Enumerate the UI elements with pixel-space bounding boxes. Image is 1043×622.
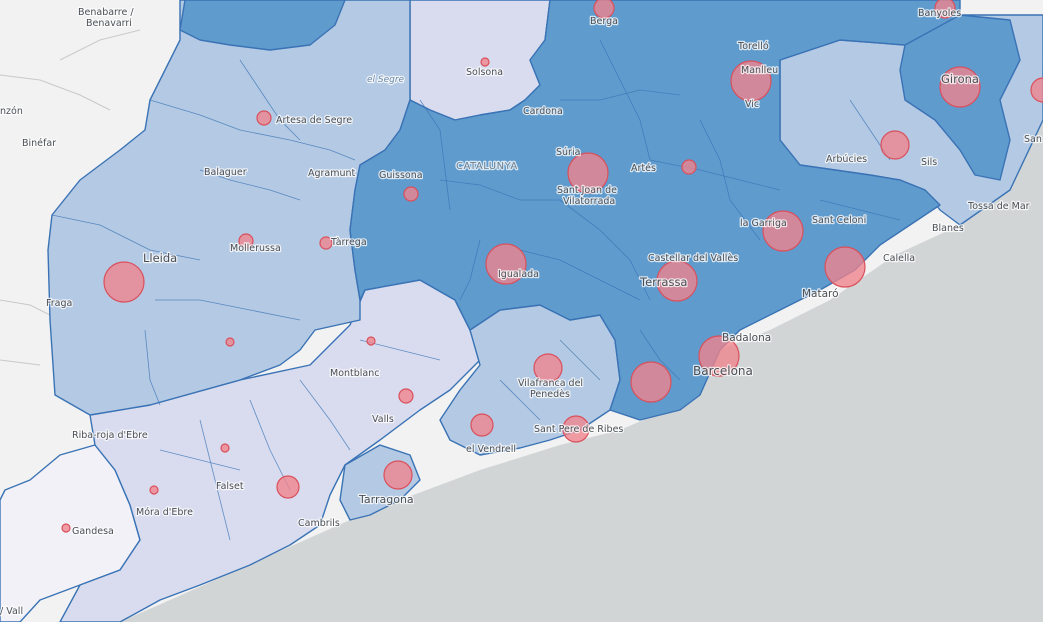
marker-manlleu-vic[interactable]: [730, 60, 772, 102]
marker-solsona[interactable]: [480, 57, 490, 67]
marker-lagarriga[interactable]: [762, 210, 804, 252]
place-label: Súria: [556, 147, 580, 158]
marker-terrassa[interactable]: [656, 260, 698, 302]
marker-banyoles[interactable]: [934, 0, 956, 19]
place-label: Arbúcies: [826, 154, 867, 165]
place-label: Artesa de Segre: [276, 115, 352, 126]
place-label: Terrassa: [639, 275, 687, 289]
place-label: la Garriga: [740, 218, 787, 229]
inner-boundaries: [51, 39, 901, 541]
place-label: Cardona: [523, 106, 563, 117]
marker-sant-joan[interactable]: [567, 152, 609, 194]
label-layer: CATALUNYA el Segre Benabarre / Benavarri…: [0, 6, 1043, 619]
marker-falset-north[interactable]: [220, 443, 230, 453]
place-label: Sils: [921, 157, 937, 168]
place-label: nzón: [0, 106, 23, 117]
place-label: el Vendrell: [466, 444, 516, 455]
marker-layer: [61, 0, 1043, 533]
place-label: Badalona: [722, 332, 771, 344]
place-label: Agramunt: [308, 168, 356, 179]
marker-mollerussa[interactable]: [238, 233, 254, 249]
marker-girona[interactable]: [939, 66, 981, 108]
outside-boundary-lines: [0, 29, 141, 366]
region-label: CATALUNYA: [456, 161, 518, 172]
place-label: Sant Celoni: [812, 215, 866, 226]
place-label: Mollerussa: [230, 243, 281, 254]
place-label: Igualada: [498, 269, 539, 280]
place-label: Berga: [590, 16, 618, 27]
marker-artes[interactable]: [681, 159, 697, 175]
region-level-3: [47, 0, 1043, 521]
river-label: el Segre: [367, 75, 405, 85]
place-label: Valls: [372, 414, 394, 425]
place-label: Castellar del Vallès: [648, 253, 738, 264]
place-label: Vilafranca del: [518, 378, 583, 389]
place-label: Blanes: [932, 223, 964, 234]
place-label: Benavarri: [86, 18, 132, 29]
marker-arbucies[interactable]: [880, 130, 910, 160]
marker-lleida[interactable]: [103, 261, 145, 303]
marker-elvendrell[interactable]: [470, 413, 494, 437]
place-label: Sant Pere de Ribes: [534, 424, 623, 435]
place-label: Riba-roja d'Ebre: [72, 430, 148, 441]
place-label: Girona: [941, 72, 979, 86]
place-label: Torelló: [737, 41, 769, 52]
place-label: Vic: [745, 99, 759, 110]
marker-igualada[interactable]: [485, 243, 527, 285]
marker-vilafranca[interactable]: [533, 353, 563, 383]
marker-montblanc[interactable]: [366, 336, 376, 346]
region-level-4: [179, 0, 1021, 421]
place-label: Tàrrega: [330, 237, 367, 248]
marker-berga[interactable]: [593, 0, 615, 19]
place-label: Tossa de Mar: [967, 201, 1030, 212]
marker-tarragona[interactable]: [383, 460, 413, 490]
place-label: Tarragona: [358, 493, 414, 506]
place-label: Gandesa: [72, 526, 114, 537]
place-label: Barcelona: [693, 364, 753, 378]
marker-tarrega[interactable]: [319, 236, 333, 250]
place-label: Penedès: [530, 389, 570, 400]
marker-mora[interactable]: [149, 485, 159, 495]
place-label: Mataró: [802, 288, 839, 300]
place-label: Vilatorrada: [563, 196, 615, 207]
place-label: Benabarre /: [78, 7, 134, 18]
place-label: Balaguer: [204, 167, 247, 178]
place-label: Solsona: [466, 67, 503, 78]
place-label: Artés: [631, 163, 656, 174]
place-label: Móra d'Ebre: [136, 507, 193, 518]
place-label: San: [1024, 134, 1042, 145]
place-label: Manlleu: [741, 65, 778, 76]
place-label: Fraga: [46, 298, 72, 309]
marker-cambrils[interactable]: [276, 475, 300, 499]
place-label: Guissona: [379, 170, 423, 181]
marker-gandesa[interactable]: [61, 523, 71, 533]
place-label: Montblanc: [330, 368, 380, 379]
marker-valls[interactable]: [398, 388, 414, 404]
marker-santpere[interactable]: [562, 415, 590, 443]
marker-mataro[interactable]: [824, 246, 866, 288]
place-label: / Vall: [0, 606, 23, 617]
place-label: Lleida: [143, 251, 177, 265]
marker-barcelona[interactable]: [630, 361, 672, 403]
place-label: Binéfar: [22, 138, 56, 149]
marker-artesa[interactable]: [256, 110, 272, 126]
place-label: Cambrils: [298, 518, 340, 529]
place-label: Sant Joan de: [557, 185, 617, 196]
marker-guissona[interactable]: [403, 186, 419, 202]
marker-lleida-south[interactable]: [225, 337, 235, 347]
marker-sant[interactable]: [1030, 77, 1043, 103]
marker-badalona[interactable]: [698, 335, 740, 377]
place-label: Falset: [216, 481, 244, 492]
place-label: Banyoles: [918, 8, 961, 19]
place-label: Calella: [883, 253, 915, 264]
